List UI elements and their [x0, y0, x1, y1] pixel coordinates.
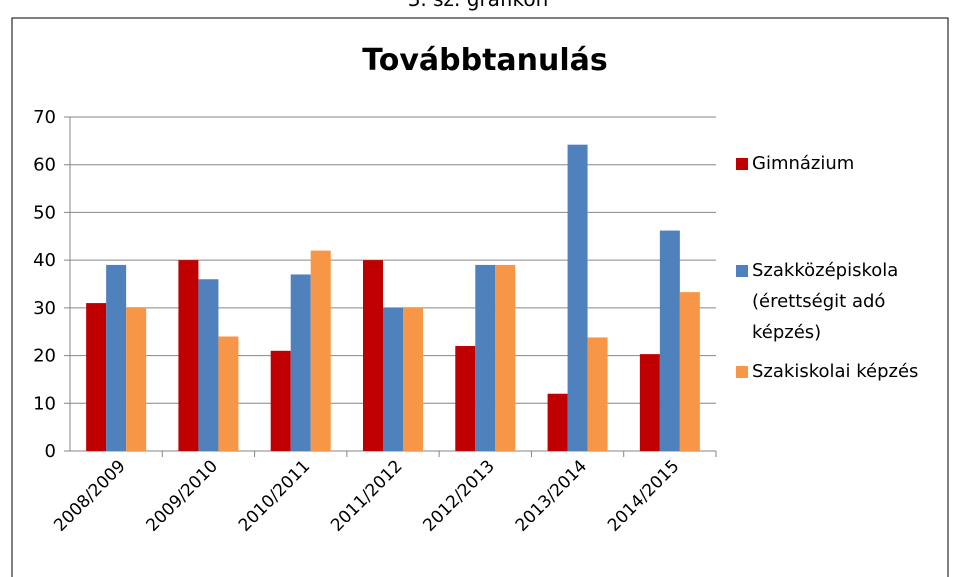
y-tick-label: 40 — [33, 250, 56, 271]
legend-label: Szakközépiskola (érettségit adó képzés) — [752, 260, 899, 343]
bar — [659, 230, 680, 451]
legend-swatch — [736, 265, 748, 277]
bar — [475, 264, 496, 451]
caption: 3. sz. grafikon — [408, 0, 549, 11]
bar — [310, 250, 331, 451]
y-tick-label: 70 — [33, 107, 56, 128]
legend-item: Gimnázium — [736, 148, 946, 179]
x-tick-label: 2013/2014 — [512, 456, 591, 535]
bar — [218, 336, 239, 451]
bar — [106, 264, 127, 451]
bar — [639, 354, 660, 451]
x-tick-label: 2011/2012 — [327, 456, 406, 535]
x-tick-label: 2014/2015 — [604, 456, 683, 535]
bar — [587, 337, 608, 451]
bar — [495, 264, 516, 451]
bar — [455, 346, 476, 451]
x-tick-label: 2012/2013 — [419, 456, 498, 535]
x-tick-label: 2009/2010 — [143, 456, 222, 535]
y-tick-label: 10 — [33, 393, 56, 414]
x-tick-label: 2010/2011 — [235, 456, 314, 535]
legend-label: Gimnázium — [752, 153, 855, 174]
x-tick-label: 2008/2009 — [50, 456, 129, 535]
chart-title: Továbbtanulás — [362, 43, 608, 78]
y-tick-label: 50 — [33, 202, 56, 223]
bar — [679, 292, 700, 451]
y-tick-label: 60 — [33, 155, 56, 176]
legend-swatch — [736, 366, 748, 378]
bar — [270, 350, 291, 451]
bar — [567, 144, 588, 451]
bar — [403, 307, 423, 451]
y-tick-label: 30 — [33, 298, 56, 319]
y-tick-label: 0 — [45, 441, 56, 462]
bar — [126, 307, 147, 451]
bar — [383, 307, 403, 451]
bar — [290, 274, 311, 451]
legend-swatch — [736, 158, 748, 170]
bar — [178, 260, 199, 451]
bar — [363, 260, 383, 451]
legend-label: Szakiskolai képzés — [752, 361, 919, 382]
legend-item: Szakközépiskola (érettségit adó képzés) — [736, 255, 946, 348]
y-tick-label: 20 — [33, 346, 56, 367]
bar — [86, 303, 107, 451]
bar — [547, 393, 568, 451]
bar — [198, 279, 219, 451]
legend-item: Szakiskolai képzés — [736, 356, 946, 387]
chart-frame — [11, 17, 949, 577]
